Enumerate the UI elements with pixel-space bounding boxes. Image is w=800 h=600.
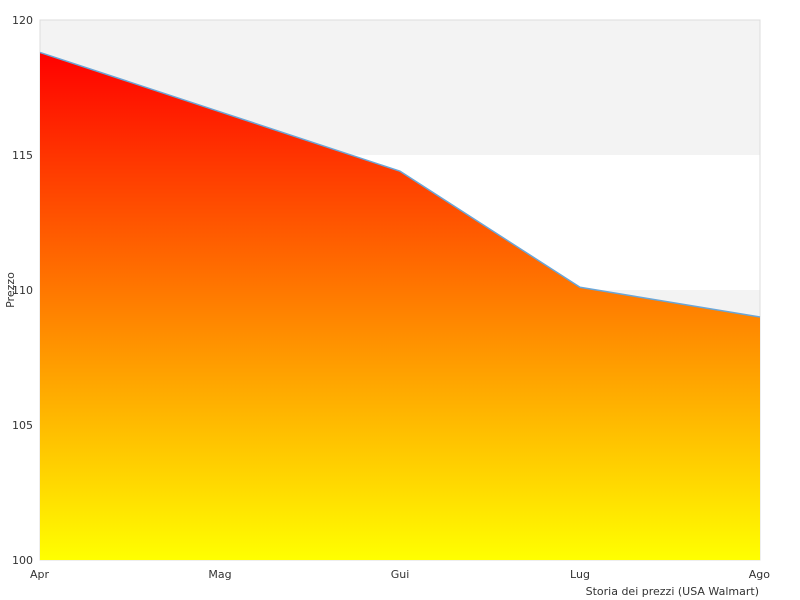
x-tick-label: Mag bbox=[208, 568, 231, 581]
x-tick-label: Lug bbox=[570, 568, 590, 581]
x-tick-label: Gui bbox=[391, 568, 410, 581]
x-tick-label: Ago bbox=[749, 568, 771, 581]
x-tick-label: Apr bbox=[30, 568, 50, 581]
y-axis-ticks: 100 105 110 115 120 bbox=[12, 14, 33, 567]
price-line bbox=[39, 51, 761, 318]
y-tick-label: 105 bbox=[12, 419, 33, 432]
y-tick-label: 110 bbox=[12, 284, 33, 297]
y-tick-label: 115 bbox=[12, 149, 33, 162]
y-tick-label: 120 bbox=[12, 14, 33, 27]
x-axis-ticks: Apr Mag Gui Lug Ago bbox=[30, 568, 770, 581]
y-axis-label: Prezzo bbox=[4, 272, 17, 308]
price-area bbox=[40, 52, 760, 561]
y-tick-label: 100 bbox=[12, 554, 33, 567]
chart-caption: Storia dei prezzi (USA Walmart) bbox=[586, 585, 759, 598]
